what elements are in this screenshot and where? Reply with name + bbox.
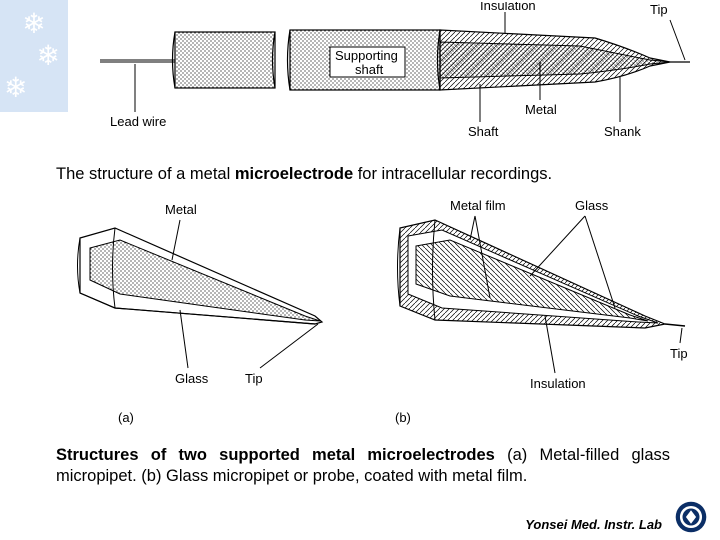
- snowflake-icon: ❄: [4, 74, 27, 102]
- label-shank: Shank: [604, 124, 641, 139]
- label-insulation: Insulation: [480, 2, 536, 13]
- caption-figure-top: The structure of a metal microelectrode …: [56, 165, 676, 184]
- snowflake-banner: ❄ ❄ ❄: [0, 0, 68, 112]
- footer-credit: Yonsei Med. Instr. Lab: [525, 517, 662, 532]
- caption1-prefix: The structure of a metal: [56, 165, 235, 183]
- label-tip: Tip: [650, 2, 668, 17]
- label-supporting-shaft2: shaft: [355, 62, 384, 77]
- label-b-metalfilm: Metal film: [450, 198, 506, 213]
- snowflake-icon: ❄: [22, 10, 45, 38]
- label-a-glass: Glass: [175, 371, 209, 386]
- label-b-glass: Glass: [575, 198, 609, 213]
- label-shaft: Shaft: [468, 124, 499, 139]
- caption1-suffix: for intracellular recordings.: [353, 165, 552, 183]
- label-b-tip: Tip: [670, 346, 688, 361]
- label-b-insulation: Insulation: [530, 376, 586, 391]
- caption-figure-bottom: Structures of two supported metal microe…: [56, 445, 670, 486]
- panel-b-tag: (b): [395, 410, 411, 425]
- label-lead-wire: Lead wire: [110, 114, 166, 129]
- caption2-bold: Structures of two supported metal microe…: [56, 446, 495, 464]
- label-metal: Metal: [525, 102, 557, 117]
- panel-a-tag: (a): [118, 410, 134, 425]
- shaft-section: [438, 30, 691, 90]
- snowflake-icon: ❄: [37, 42, 60, 70]
- university-seal-icon: [674, 500, 708, 534]
- label-a-metal: Metal: [165, 202, 197, 217]
- panel-a: Metal Glass Tip: [78, 202, 323, 386]
- figure-top-microelectrode: Supporting shaft Insulation Tip Metal Le…: [80, 2, 700, 147]
- caption1-bold: microelectrode: [235, 165, 353, 183]
- label-supporting-shaft: Supporting: [335, 48, 398, 63]
- figure-bottom-electrodes: Metal Glass Tip Metal film Glass Insulat…: [60, 198, 700, 423]
- panel-b: Metal film Glass Insulation Tip: [398, 198, 688, 391]
- label-a-tip: Tip: [245, 371, 263, 386]
